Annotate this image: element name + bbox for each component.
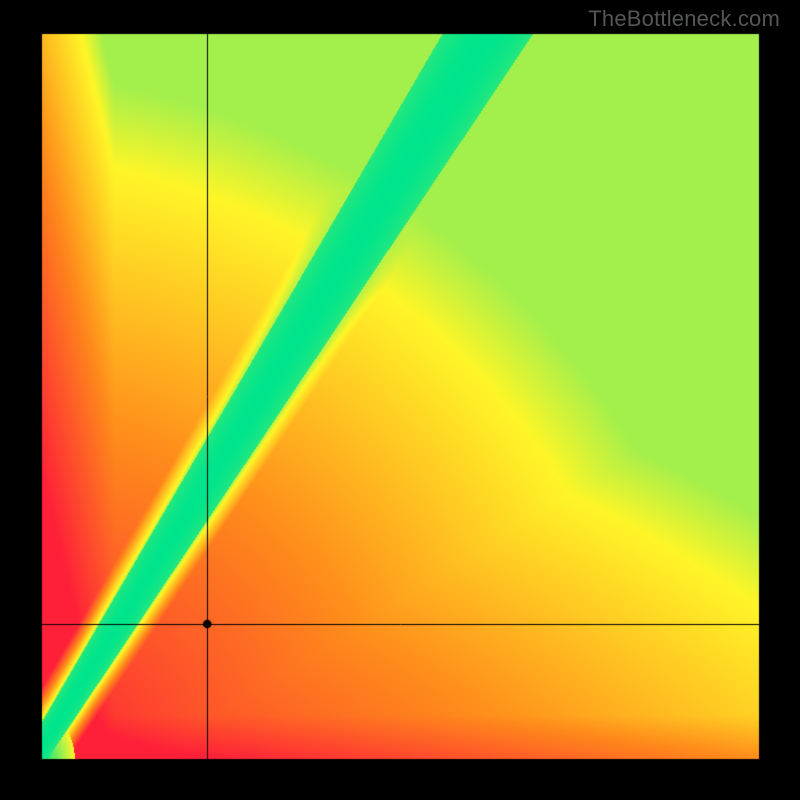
bottleneck-heatmap (0, 0, 800, 800)
chart-container: TheBottleneck.com (0, 0, 800, 800)
watermark: TheBottleneck.com (588, 6, 780, 32)
